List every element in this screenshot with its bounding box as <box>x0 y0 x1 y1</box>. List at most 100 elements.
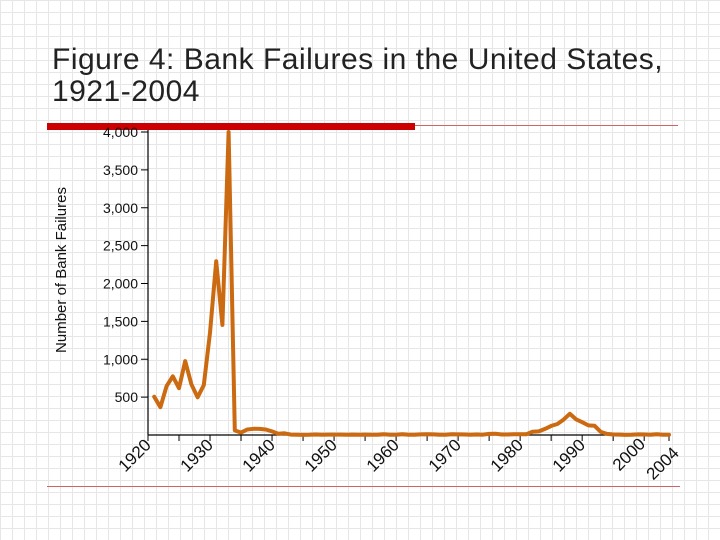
data-point <box>202 383 205 387</box>
x-tick-label: 2004 <box>643 443 683 483</box>
data-point <box>339 433 342 436</box>
data-point <box>159 406 162 409</box>
data-point <box>550 424 553 428</box>
data-point <box>382 433 385 436</box>
data-point <box>295 433 299 436</box>
data-point <box>481 433 485 436</box>
data-point <box>357 433 361 436</box>
data-point <box>264 428 267 431</box>
data-point <box>277 432 280 435</box>
y-tick-label: 2,000 <box>103 276 138 292</box>
series-layer <box>152 130 671 437</box>
data-point <box>599 430 602 434</box>
data-point <box>605 432 609 436</box>
data-point <box>270 430 274 433</box>
y-tick-label: 500 <box>115 389 139 405</box>
data-point <box>351 433 354 436</box>
data-point <box>215 260 218 263</box>
x-tick-label: 1980 <box>487 435 527 475</box>
data-point <box>469 433 472 436</box>
data-point <box>525 433 528 436</box>
data-point <box>345 433 348 436</box>
data-point <box>581 421 584 424</box>
data-point <box>612 433 615 436</box>
data-point <box>500 433 503 436</box>
data-point <box>326 433 330 436</box>
y-tick-label: 4,000 <box>103 124 138 140</box>
data-point <box>239 431 243 434</box>
data-point <box>643 433 646 436</box>
data-point <box>463 433 466 436</box>
data-point <box>221 323 224 327</box>
x-tick-label: 1990 <box>549 435 589 475</box>
data-point <box>190 383 193 386</box>
y-tick-label: 1,500 <box>103 313 138 329</box>
data-point <box>196 396 199 399</box>
data-point <box>562 418 565 421</box>
data-point <box>320 433 323 436</box>
data-point <box>593 424 596 427</box>
x-tick-label: 1960 <box>363 435 403 475</box>
data-point <box>370 433 373 436</box>
data-point <box>363 433 367 436</box>
data-point <box>252 427 255 430</box>
data-point <box>450 433 454 436</box>
data-point <box>177 387 181 390</box>
data-point <box>512 433 516 436</box>
data-point <box>407 433 410 436</box>
data-point <box>649 433 652 436</box>
y-tick-label: 2,500 <box>103 238 138 254</box>
data-point <box>543 427 547 431</box>
data-point <box>556 422 559 426</box>
data-point <box>487 432 491 436</box>
data-point <box>456 433 460 436</box>
data-point <box>246 428 249 431</box>
data-point <box>506 433 509 436</box>
data-point <box>227 130 230 134</box>
y-tick-label: 3,000 <box>103 200 138 216</box>
y-tick-label: 3,500 <box>103 162 138 178</box>
data-point <box>153 395 156 398</box>
data-point <box>494 432 497 435</box>
data-point <box>413 433 416 436</box>
data-point <box>574 418 578 421</box>
slide-title: Figure 4: Bank Failures in the United St… <box>52 43 664 108</box>
data-point <box>208 331 212 334</box>
title-rule-line <box>415 125 678 126</box>
x-tick-label: 1940 <box>239 435 279 475</box>
data-point <box>165 384 168 388</box>
data-point <box>537 430 540 433</box>
data-point <box>587 424 590 427</box>
data-point <box>667 433 671 436</box>
data-point <box>624 433 627 437</box>
data-point <box>661 433 664 436</box>
data-point <box>171 375 174 378</box>
y-axis-label: Number of Bank Failures <box>53 187 70 353</box>
data-point <box>425 433 429 436</box>
data-point <box>283 432 286 435</box>
x-tick-label: 1970 <box>425 435 465 475</box>
data-point <box>308 433 311 436</box>
data-point <box>438 433 441 436</box>
x-tick-label: 1920 <box>115 435 155 475</box>
x-tick-label: 1930 <box>177 435 217 475</box>
series-line-bank-failures <box>152 130 671 437</box>
data-point <box>655 433 658 436</box>
data-point <box>394 433 398 436</box>
data-point <box>314 433 317 436</box>
title-accent-bar <box>47 123 415 130</box>
data-point <box>531 430 534 433</box>
data-point <box>518 433 522 436</box>
data-point <box>289 433 292 436</box>
data-point <box>258 427 261 431</box>
data-point <box>332 433 336 436</box>
data-point <box>401 433 404 436</box>
y-tick-label: 1,000 <box>103 351 138 367</box>
data-point <box>636 433 640 436</box>
data-point <box>618 433 621 436</box>
data-point <box>444 433 447 436</box>
data-point <box>475 433 478 436</box>
data-point <box>419 433 423 436</box>
data-point <box>301 433 305 437</box>
